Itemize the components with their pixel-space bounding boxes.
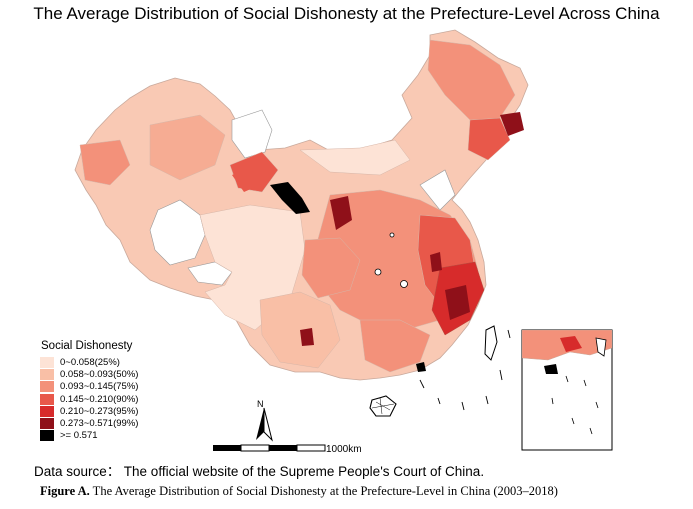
no-data-region bbox=[231, 109, 273, 159]
legend-swatch bbox=[40, 381, 54, 393]
lake bbox=[389, 232, 395, 238]
no-data-region bbox=[187, 261, 233, 286]
legend-item: 0~0.058(25%) bbox=[40, 357, 210, 369]
scale-bar bbox=[213, 444, 326, 452]
scale-bar-label: 1000km bbox=[326, 444, 362, 455]
region-jilin bbox=[467, 117, 511, 161]
region-guangdong bbox=[359, 319, 431, 373]
legend-label: 0.093~0.145(75%) bbox=[60, 381, 139, 393]
legend-swatch bbox=[40, 357, 54, 369]
lake bbox=[400, 280, 408, 288]
black-region bbox=[270, 182, 310, 214]
region-xinjiang-north bbox=[149, 114, 226, 181]
hotspot bbox=[330, 196, 352, 230]
legend-label: 0.058~0.093(50%) bbox=[60, 369, 139, 381]
no-data-region bbox=[149, 199, 206, 266]
legend: Social Dishonesty 0~0.058(25%) 0.058~0.09… bbox=[40, 340, 210, 442]
region-sichuan-chongqing bbox=[301, 237, 361, 299]
legend-label: 0.210~0.273(95%) bbox=[60, 405, 139, 417]
legend-swatch bbox=[40, 429, 54, 441]
legend-title: Social Dishonesty bbox=[41, 340, 133, 352]
north-arrow-icon bbox=[256, 407, 273, 442]
legend-item: 0.093~0.145(75%) bbox=[40, 381, 210, 393]
region-inner-mongolia bbox=[299, 139, 411, 176]
legend-swatch bbox=[40, 417, 54, 429]
taiwan bbox=[484, 325, 498, 361]
north-label: N bbox=[257, 399, 264, 409]
no-data-region bbox=[419, 169, 456, 211]
legend-item: 0.058~0.093(50%) bbox=[40, 369, 210, 381]
sea-boundary-dashes bbox=[419, 329, 511, 411]
region-xinjiang-west bbox=[79, 139, 131, 186]
lake bbox=[374, 268, 382, 276]
legend-item: 0.145~0.210(90%) bbox=[40, 393, 210, 405]
figure-caption: Figure A. The Average Distribution of So… bbox=[40, 484, 558, 499]
data-source: Data source： The official website of the… bbox=[34, 464, 485, 479]
legend-swatch bbox=[40, 393, 54, 405]
black-region bbox=[416, 362, 426, 372]
caption-label: Figure A. bbox=[40, 484, 90, 498]
hotspot bbox=[500, 112, 524, 136]
legend-label: 0~0.058(25%) bbox=[60, 357, 120, 369]
map-title: The Average Distribution of Social Disho… bbox=[33, 4, 660, 23]
hotspot bbox=[430, 252, 442, 272]
legend-label: 0.145~0.210(90%) bbox=[60, 393, 139, 405]
legend-label: 0.273~0.571(99%) bbox=[60, 417, 139, 429]
legend-swatch bbox=[40, 369, 54, 381]
hotspot bbox=[445, 285, 470, 320]
legend-item: 0.210~0.273(95%) bbox=[40, 405, 210, 417]
legend-item: >= 0.571 bbox=[40, 429, 210, 442]
legend-swatch bbox=[40, 405, 54, 417]
legend-label: >= 0.571 bbox=[60, 429, 98, 441]
hotspot bbox=[300, 328, 314, 346]
legend-item: 0.273~0.571(99%) bbox=[40, 417, 210, 429]
hotspot bbox=[232, 168, 262, 192]
caption-text: The Average Distribution of Social Disho… bbox=[89, 484, 558, 498]
